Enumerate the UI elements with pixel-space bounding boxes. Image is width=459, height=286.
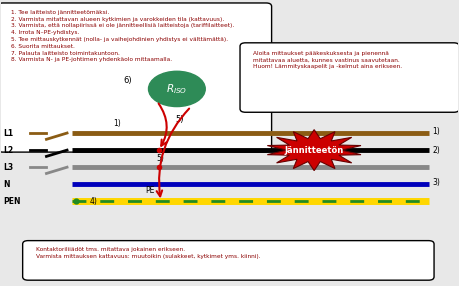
FancyBboxPatch shape: [0, 3, 272, 152]
Text: 5): 5): [156, 154, 164, 163]
Text: 1. Tee laitteisto jännitteetömäksi.
2. Varmista mitattavan alueen kytkimien ja v: 1. Tee laitteisto jännitteetömäksi. 2. V…: [11, 10, 235, 62]
Text: Jännitteetön: Jännitteetön: [285, 146, 344, 155]
Text: 1): 1): [113, 119, 121, 128]
FancyBboxPatch shape: [240, 43, 459, 112]
Text: 3): 3): [432, 178, 440, 187]
Text: 5): 5): [175, 115, 184, 124]
Text: 2): 2): [432, 146, 440, 155]
Text: Aloita mittaukset pääkeskuksesta ja pienennä
mitattavaa aluetta, kunnes vastinus: Aloita mittaukset pääkeskuksesta ja pien…: [253, 51, 402, 69]
Text: 4): 4): [90, 197, 98, 206]
Text: L2: L2: [3, 146, 13, 155]
Text: L1: L1: [3, 128, 13, 138]
Polygon shape: [267, 130, 361, 170]
Text: 1): 1): [432, 127, 440, 136]
Text: Kontaktoriliiädöt tms. mitattava jokainen erikseen.
Varmista mittauksen kattavuu: Kontaktoriliiädöt tms. mitattava jokaine…: [36, 247, 261, 259]
Text: PEN: PEN: [3, 197, 21, 206]
FancyBboxPatch shape: [22, 241, 434, 280]
Text: 6): 6): [123, 76, 132, 85]
Text: PE: PE: [145, 186, 154, 195]
Text: L3: L3: [3, 163, 13, 172]
Text: $R_{ISO}$: $R_{ISO}$: [166, 82, 188, 96]
Text: N: N: [3, 180, 10, 189]
Circle shape: [149, 71, 205, 107]
